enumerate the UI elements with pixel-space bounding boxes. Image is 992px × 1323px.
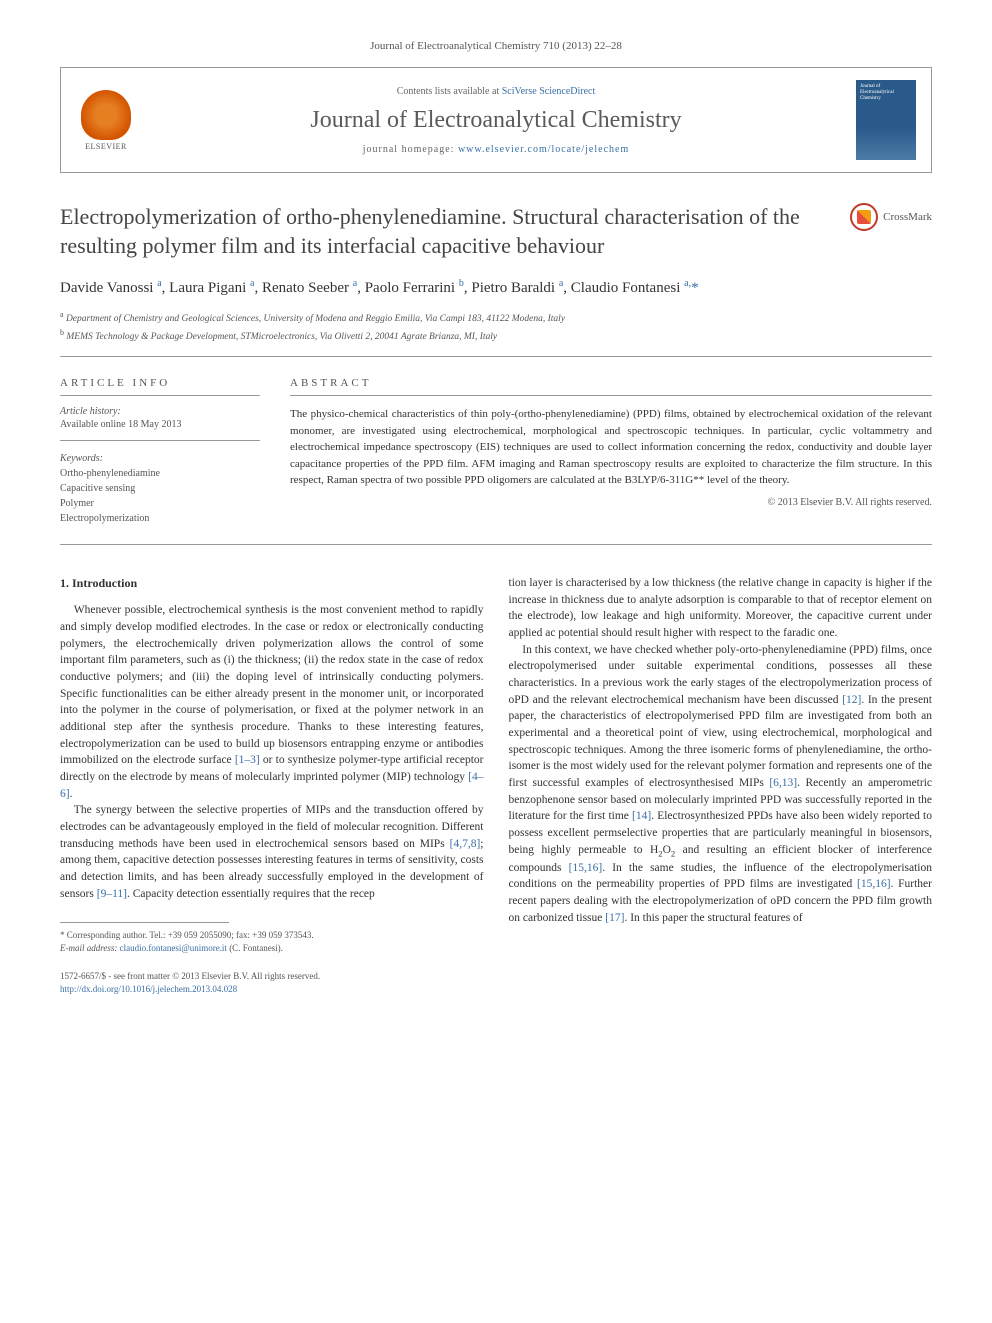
journal-cover-thumbnail[interactable]: Journal of Electroanalytical Chemistry <box>856 80 916 160</box>
homepage-link[interactable]: www.elsevier.com/locate/jelechem <box>458 144 629 155</box>
keywords-label: Keywords: <box>60 453 260 464</box>
cover-text: Journal of Electroanalytical Chemistry <box>856 80 916 106</box>
sciencedirect-link[interactable]: SciVerse ScienceDirect <box>502 86 596 97</box>
keyword-item: Polymer <box>60 496 260 511</box>
journal-name: Journal of Electroanalytical Chemistry <box>151 107 841 134</box>
corr-email-link[interactable]: claudio.fontanesi@unimore.it <box>120 943 227 953</box>
email-label: E-mail address: <box>60 943 117 953</box>
affiliations: a Department of Chemistry and Geological… <box>60 309 932 357</box>
authors-list: Davide Vanossi a, Laura Pigani a, Renato… <box>60 278 932 297</box>
contents-prefix: Contents lists available at <box>397 86 502 97</box>
issn-line: 1572-6657/$ - see front matter © 2013 El… <box>60 970 484 983</box>
article-info-heading: ARTICLE INFO <box>60 377 260 396</box>
keyword-item: Capacitive sensing <box>60 481 260 496</box>
abstract-column: ABSTRACT The physico-chemical characteri… <box>290 377 932 526</box>
intro-paragraph-2-cont: tion layer is characterised by a low thi… <box>509 575 933 642</box>
contents-available-line: Contents lists available at SciVerse Sci… <box>151 86 841 97</box>
keywords-list: Ortho-phenylenediamineCapacitive sensing… <box>60 466 260 526</box>
intro-paragraph-2: The synergy between the selective proper… <box>60 802 484 902</box>
intro-paragraph-3: In this context, we have checked whether… <box>509 642 933 927</box>
journal-reference: Journal of Electroanalytical Chemistry 7… <box>60 40 932 52</box>
homepage-prefix: journal homepage: <box>363 144 458 155</box>
crossmark-badge[interactable]: CrossMark <box>850 203 932 231</box>
body-two-column: 1. Introduction Whenever possible, elect… <box>60 575 932 996</box>
crossmark-label: CrossMark <box>883 211 932 223</box>
elsevier-tree-icon <box>81 90 131 140</box>
journal-homepage-line: journal homepage: www.elsevier.com/locat… <box>151 144 841 155</box>
corresponding-author-footnote: * Corresponding author. Tel.: +39 059 20… <box>60 929 484 954</box>
elsevier-logo[interactable]: ELSEVIER <box>76 85 136 155</box>
abstract-heading: ABSTRACT <box>290 377 932 396</box>
article-history-text: Available online 18 May 2013 <box>60 419 260 430</box>
corr-author-line: * Corresponding author. Tel.: +39 059 20… <box>60 929 484 942</box>
keyword-item: Ortho-phenylenediamine <box>60 466 260 481</box>
article-info-column: ARTICLE INFO Article history: Available … <box>60 377 260 526</box>
section-1-heading: 1. Introduction <box>60 575 484 592</box>
page-footer: 1572-6657/$ - see front matter © 2013 El… <box>60 970 484 996</box>
article-title: Electropolymerization of ortho-phenylene… <box>60 203 850 260</box>
journal-header-box: ELSEVIER Contents lists available at Sci… <box>60 67 932 173</box>
body-column-right: tion layer is characterised by a low thi… <box>509 575 933 996</box>
article-history-label: Article history: <box>60 406 260 417</box>
abstract-copyright: © 2013 Elsevier B.V. All rights reserved… <box>290 497 932 508</box>
elsevier-label: ELSEVIER <box>85 142 127 151</box>
intro-paragraph-1: Whenever possible, electrochemical synth… <box>60 602 484 802</box>
doi-link[interactable]: http://dx.doi.org/10.1016/j.jelechem.201… <box>60 984 237 994</box>
keyword-item: Electropolymerization <box>60 511 260 526</box>
abstract-text: The physico-chemical characteristics of … <box>290 406 932 489</box>
crossmark-icon <box>850 203 878 231</box>
corr-email-name: (C. Fontanesi). <box>229 943 283 953</box>
body-column-left: 1. Introduction Whenever possible, elect… <box>60 575 484 996</box>
header-center: Contents lists available at SciVerse Sci… <box>151 86 841 155</box>
